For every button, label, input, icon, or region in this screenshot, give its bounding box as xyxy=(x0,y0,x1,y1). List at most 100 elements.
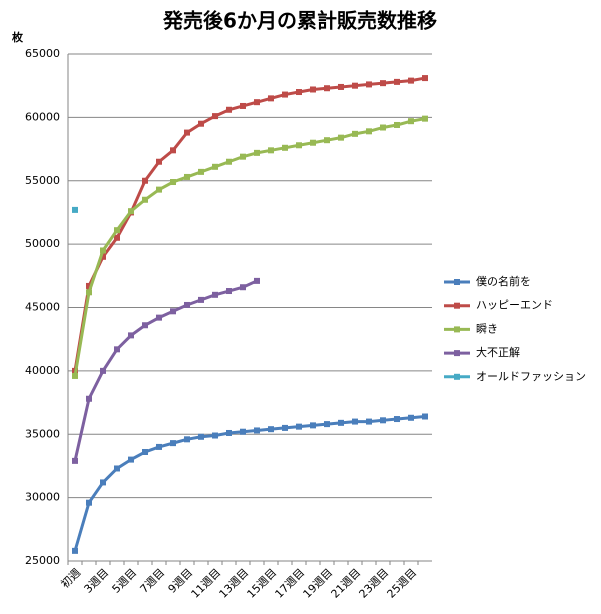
point-marker xyxy=(128,456,134,463)
x-tick-label: 3週目 xyxy=(82,566,112,596)
legend-label: 大不正解 xyxy=(476,345,520,359)
legend-label: 瞬き xyxy=(476,322,498,335)
y-tick-label: 55000 xyxy=(25,174,60,187)
point-marker xyxy=(212,113,218,120)
point-marker xyxy=(254,427,260,434)
point-marker xyxy=(380,124,386,131)
point-marker xyxy=(142,196,148,203)
point-marker xyxy=(170,179,176,186)
point-marker xyxy=(296,423,302,430)
point-marker xyxy=(422,413,428,420)
point-marker xyxy=(282,424,288,431)
point-marker xyxy=(100,247,106,254)
legend-marker xyxy=(454,326,460,333)
point-marker xyxy=(296,142,302,149)
point-marker xyxy=(282,144,288,151)
point-marker xyxy=(142,448,148,455)
y-tick-label: 50000 xyxy=(25,237,60,250)
point-marker xyxy=(198,120,204,127)
legend-label: 僕の名前を xyxy=(476,274,531,288)
point-marker xyxy=(198,168,204,175)
point-marker xyxy=(394,416,400,423)
point-marker xyxy=(254,99,260,106)
point-marker xyxy=(366,81,372,88)
point-marker xyxy=(170,147,176,154)
point-marker xyxy=(114,346,120,353)
series-line xyxy=(73,76,426,372)
point-marker xyxy=(142,177,148,184)
y-tick-label: 25000 xyxy=(25,554,60,567)
point-marker xyxy=(72,457,78,464)
x-tick-label: 初週 xyxy=(58,565,83,590)
point-marker xyxy=(408,414,414,421)
point-marker xyxy=(366,418,372,425)
x-tick-label: 5週目 xyxy=(110,566,140,596)
point-marker xyxy=(156,314,162,321)
point-marker xyxy=(422,75,428,82)
point-marker xyxy=(72,206,78,213)
point-marker xyxy=(86,282,92,289)
point-marker xyxy=(184,301,190,308)
point-marker xyxy=(282,91,288,98)
point-marker xyxy=(240,428,246,435)
point-marker xyxy=(212,163,218,170)
y-tick-label: 45000 xyxy=(25,301,60,314)
point-marker xyxy=(72,547,78,554)
point-marker xyxy=(324,85,330,92)
point-marker xyxy=(408,77,414,84)
point-marker xyxy=(240,284,246,291)
legend-label: オールドファッション xyxy=(476,370,586,383)
chart-title: 発売後6か月の累計販売数推移 xyxy=(162,9,437,33)
point-marker xyxy=(184,129,190,136)
point-marker xyxy=(184,173,190,180)
x-tick-label: 23週目 xyxy=(357,566,392,601)
point-marker xyxy=(338,419,344,426)
point-marker xyxy=(212,291,218,298)
point-marker xyxy=(352,418,358,425)
point-marker xyxy=(86,289,92,296)
point-marker xyxy=(198,433,204,440)
x-tick-label: 17週目 xyxy=(273,566,308,601)
point-marker xyxy=(114,234,120,241)
point-marker xyxy=(226,288,232,295)
x-tick-label: 13週目 xyxy=(217,566,252,601)
point-marker xyxy=(170,308,176,315)
y-tick-label: 30000 xyxy=(25,491,60,504)
legend-marker xyxy=(454,373,460,380)
point-marker xyxy=(422,115,428,122)
point-marker xyxy=(198,296,204,303)
point-marker xyxy=(310,86,316,93)
point-marker xyxy=(408,118,414,125)
point-marker xyxy=(366,128,372,135)
point-marker xyxy=(380,80,386,87)
point-marker xyxy=(240,153,246,160)
point-marker xyxy=(268,95,274,102)
point-marker xyxy=(142,322,148,329)
point-marker xyxy=(338,83,344,90)
y-axis-label: 枚 xyxy=(12,30,24,44)
point-marker xyxy=(100,479,106,486)
point-marker xyxy=(170,440,176,447)
point-marker xyxy=(212,432,218,439)
point-marker xyxy=(226,158,232,165)
legend-label: ハッピーエンド xyxy=(476,299,553,312)
point-marker xyxy=(310,422,316,429)
x-tick-label: 7週目 xyxy=(138,566,168,596)
point-marker xyxy=(156,443,162,450)
point-marker xyxy=(100,253,106,260)
point-marker xyxy=(114,465,120,472)
y-tick-label: 35000 xyxy=(25,427,60,440)
point-marker xyxy=(114,227,120,234)
point-marker xyxy=(324,137,330,144)
y-tick-label: 65000 xyxy=(25,47,60,60)
legend-marker xyxy=(454,302,460,309)
point-marker xyxy=(86,395,92,402)
point-marker xyxy=(352,82,358,89)
point-marker xyxy=(254,149,260,156)
point-marker xyxy=(128,332,134,339)
x-tick-label: 19週目 xyxy=(301,566,336,601)
point-marker xyxy=(156,158,162,165)
x-tick-label: 11週目 xyxy=(189,566,224,601)
point-marker xyxy=(72,372,78,379)
